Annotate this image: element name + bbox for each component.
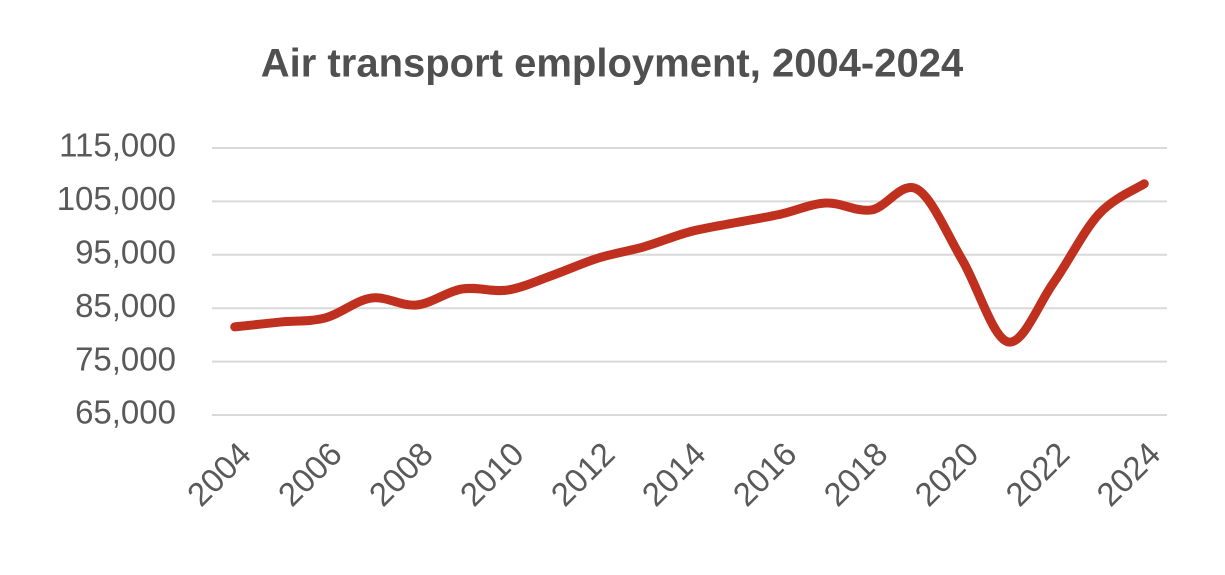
x-tick-label: 2024 [1089, 435, 1167, 513]
y-tick-label: 65,000 [75, 394, 176, 431]
x-tick-label: 2008 [362, 435, 440, 513]
y-tick-label: 85,000 [75, 287, 176, 324]
x-tick-label: 2016 [725, 435, 803, 513]
x-tick-label: 2012 [544, 435, 622, 513]
x-tick-label: 2022 [998, 435, 1076, 513]
y-tick-label: 95,000 [75, 234, 176, 271]
x-tick-label: 2014 [635, 435, 713, 513]
y-tick-label: 115,000 [59, 127, 176, 164]
x-tick-label: 2004 [180, 435, 258, 513]
x-tick-label: 2010 [453, 435, 531, 513]
chart-title: Air transport employment, 2004-2024 [261, 42, 964, 86]
x-tick-label: 2020 [907, 435, 985, 513]
x-tick-label: 2018 [816, 435, 894, 513]
x-tick-label: 2006 [271, 435, 349, 513]
line [230, 179, 1149, 347]
y-tick-label: 75,000 [75, 340, 176, 377]
y-tick-label: 105,000 [57, 180, 176, 217]
